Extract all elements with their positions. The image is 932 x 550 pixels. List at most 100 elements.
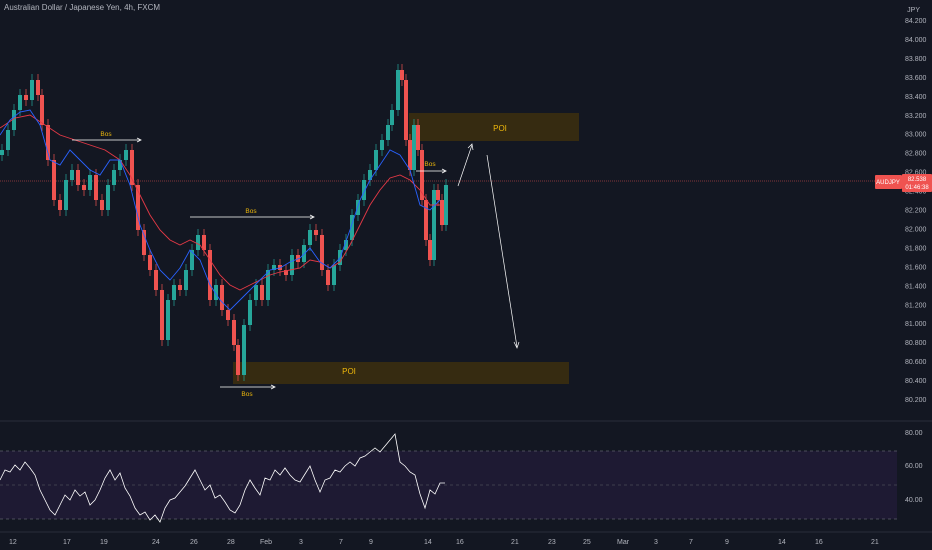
candle-body[interactable] (386, 125, 390, 140)
candle-body[interactable] (428, 240, 432, 260)
candle-body[interactable] (154, 270, 158, 290)
time-tick-label: 3 (299, 539, 303, 546)
candle-body[interactable] (242, 325, 246, 375)
candle-body[interactable] (64, 180, 68, 210)
candle-body[interactable] (118, 160, 122, 170)
candle-body[interactable] (94, 175, 98, 200)
candle-body[interactable] (308, 230, 312, 245)
poi-zone-lower[interactable] (233, 362, 569, 384)
candle-body[interactable] (76, 170, 80, 185)
candle-body[interactable] (400, 70, 404, 80)
candle-body[interactable] (18, 95, 22, 110)
candle-body[interactable] (332, 265, 336, 285)
candle-body[interactable] (272, 265, 276, 270)
rsi-band (0, 451, 897, 519)
candle-body[interactable] (266, 270, 270, 300)
candle-body[interactable] (424, 200, 428, 240)
candle-body[interactable] (184, 270, 188, 290)
candle-body[interactable] (232, 320, 236, 345)
candle-body[interactable] (12, 110, 16, 130)
current-price-badge[interactable] (902, 174, 932, 192)
candle-body[interactable] (356, 200, 360, 215)
candle-body[interactable] (196, 235, 200, 250)
candle-body[interactable] (112, 170, 116, 185)
candle-body[interactable] (344, 240, 348, 250)
candle-body[interactable] (404, 80, 408, 140)
candle-body[interactable] (106, 185, 110, 210)
projection-arrow-up[interactable] (457, 144, 473, 187)
candle-body[interactable] (124, 150, 128, 160)
candle-body[interactable] (374, 150, 378, 170)
ma-slow-line[interactable] (0, 114, 440, 291)
candle-body[interactable] (390, 110, 394, 125)
candle-body[interactable] (412, 125, 416, 170)
candle-body[interactable] (214, 285, 218, 300)
candle-body[interactable] (314, 230, 318, 235)
bos-arrow-1 (136, 137, 142, 143)
candle-body[interactable] (290, 255, 294, 275)
candle-body[interactable] (40, 95, 44, 125)
rsi-axis[interactable]: 80.00 60.00 40.00 (905, 430, 923, 504)
bos-label-3: Bos (241, 391, 253, 398)
candle-body[interactable] (190, 250, 194, 270)
candle-body[interactable] (46, 125, 50, 160)
candle-body[interactable] (440, 200, 444, 225)
candle-body[interactable] (226, 310, 230, 320)
time-axis[interactable]: 12 17 19 24 26 28 Feb 3 7 9 14 16 21 23 25 Mar 3 7 9 14 16 21 (9, 539, 879, 546)
candle-body[interactable] (142, 230, 146, 255)
rsi-line[interactable] (0, 433, 445, 523)
time-tick-label: 12 (9, 539, 17, 546)
candle-body[interactable] (202, 235, 206, 250)
candle-body[interactable] (160, 290, 164, 340)
projection-arrow-down[interactable] (486, 154, 518, 348)
candle-body[interactable] (236, 345, 240, 375)
candle-body[interactable] (58, 200, 62, 210)
candle-body[interactable] (416, 125, 420, 150)
candle-body[interactable] (130, 150, 134, 185)
candle-body[interactable] (6, 130, 10, 150)
candle-body[interactable] (136, 185, 140, 230)
candle-body[interactable] (148, 255, 152, 270)
candle-body[interactable] (88, 175, 92, 190)
price-tick-label: 82.400 (905, 189, 927, 196)
candle-body[interactable] (254, 285, 258, 300)
candle-body[interactable] (36, 80, 40, 95)
candle-body[interactable] (260, 285, 264, 300)
candle-body[interactable] (208, 250, 212, 300)
price-tick-label: 82.800 (905, 151, 927, 158)
candle-body[interactable] (172, 285, 176, 300)
candle-body[interactable] (52, 160, 56, 200)
candle-body[interactable] (350, 215, 354, 240)
candle-body[interactable] (368, 170, 372, 180)
bos-label-2: Bos (245, 208, 257, 215)
candle-body[interactable] (362, 180, 366, 200)
candle-body[interactable] (70, 170, 74, 180)
candle-body[interactable] (30, 80, 34, 100)
candle-body[interactable] (82, 185, 86, 190)
candle-body[interactable] (0, 150, 4, 155)
time-tick-label: 25 (583, 539, 591, 546)
candle-body[interactable] (178, 285, 182, 290)
candle-body[interactable] (326, 270, 330, 285)
candle-body[interactable] (380, 140, 384, 150)
price-axis[interactable]: 84.200 84.000 83.800 83.600 83.400 83.200 83.0… (905, 18, 927, 404)
candle-body[interactable] (420, 150, 424, 200)
price-tick-label: 81.200 (905, 302, 927, 309)
ma-fast-line[interactable] (0, 109, 441, 311)
candle-body[interactable] (432, 190, 436, 260)
candlestick-series[interactable] (0, 64, 448, 381)
candle-body[interactable] (220, 285, 224, 310)
poi-zone-upper[interactable] (409, 113, 579, 141)
candle-body[interactable] (408, 140, 412, 170)
candle-body[interactable] (24, 95, 28, 100)
candle-body[interactable] (444, 185, 448, 225)
candle-body[interactable] (320, 235, 324, 270)
candle-body[interactable] (166, 300, 170, 340)
candle-body[interactable] (436, 190, 440, 200)
ticker-badge[interactable] (875, 175, 902, 189)
candle-body[interactable] (248, 300, 252, 325)
candle-body[interactable] (100, 200, 104, 210)
candle-body[interactable] (396, 70, 400, 110)
candle-body[interactable] (284, 270, 288, 275)
